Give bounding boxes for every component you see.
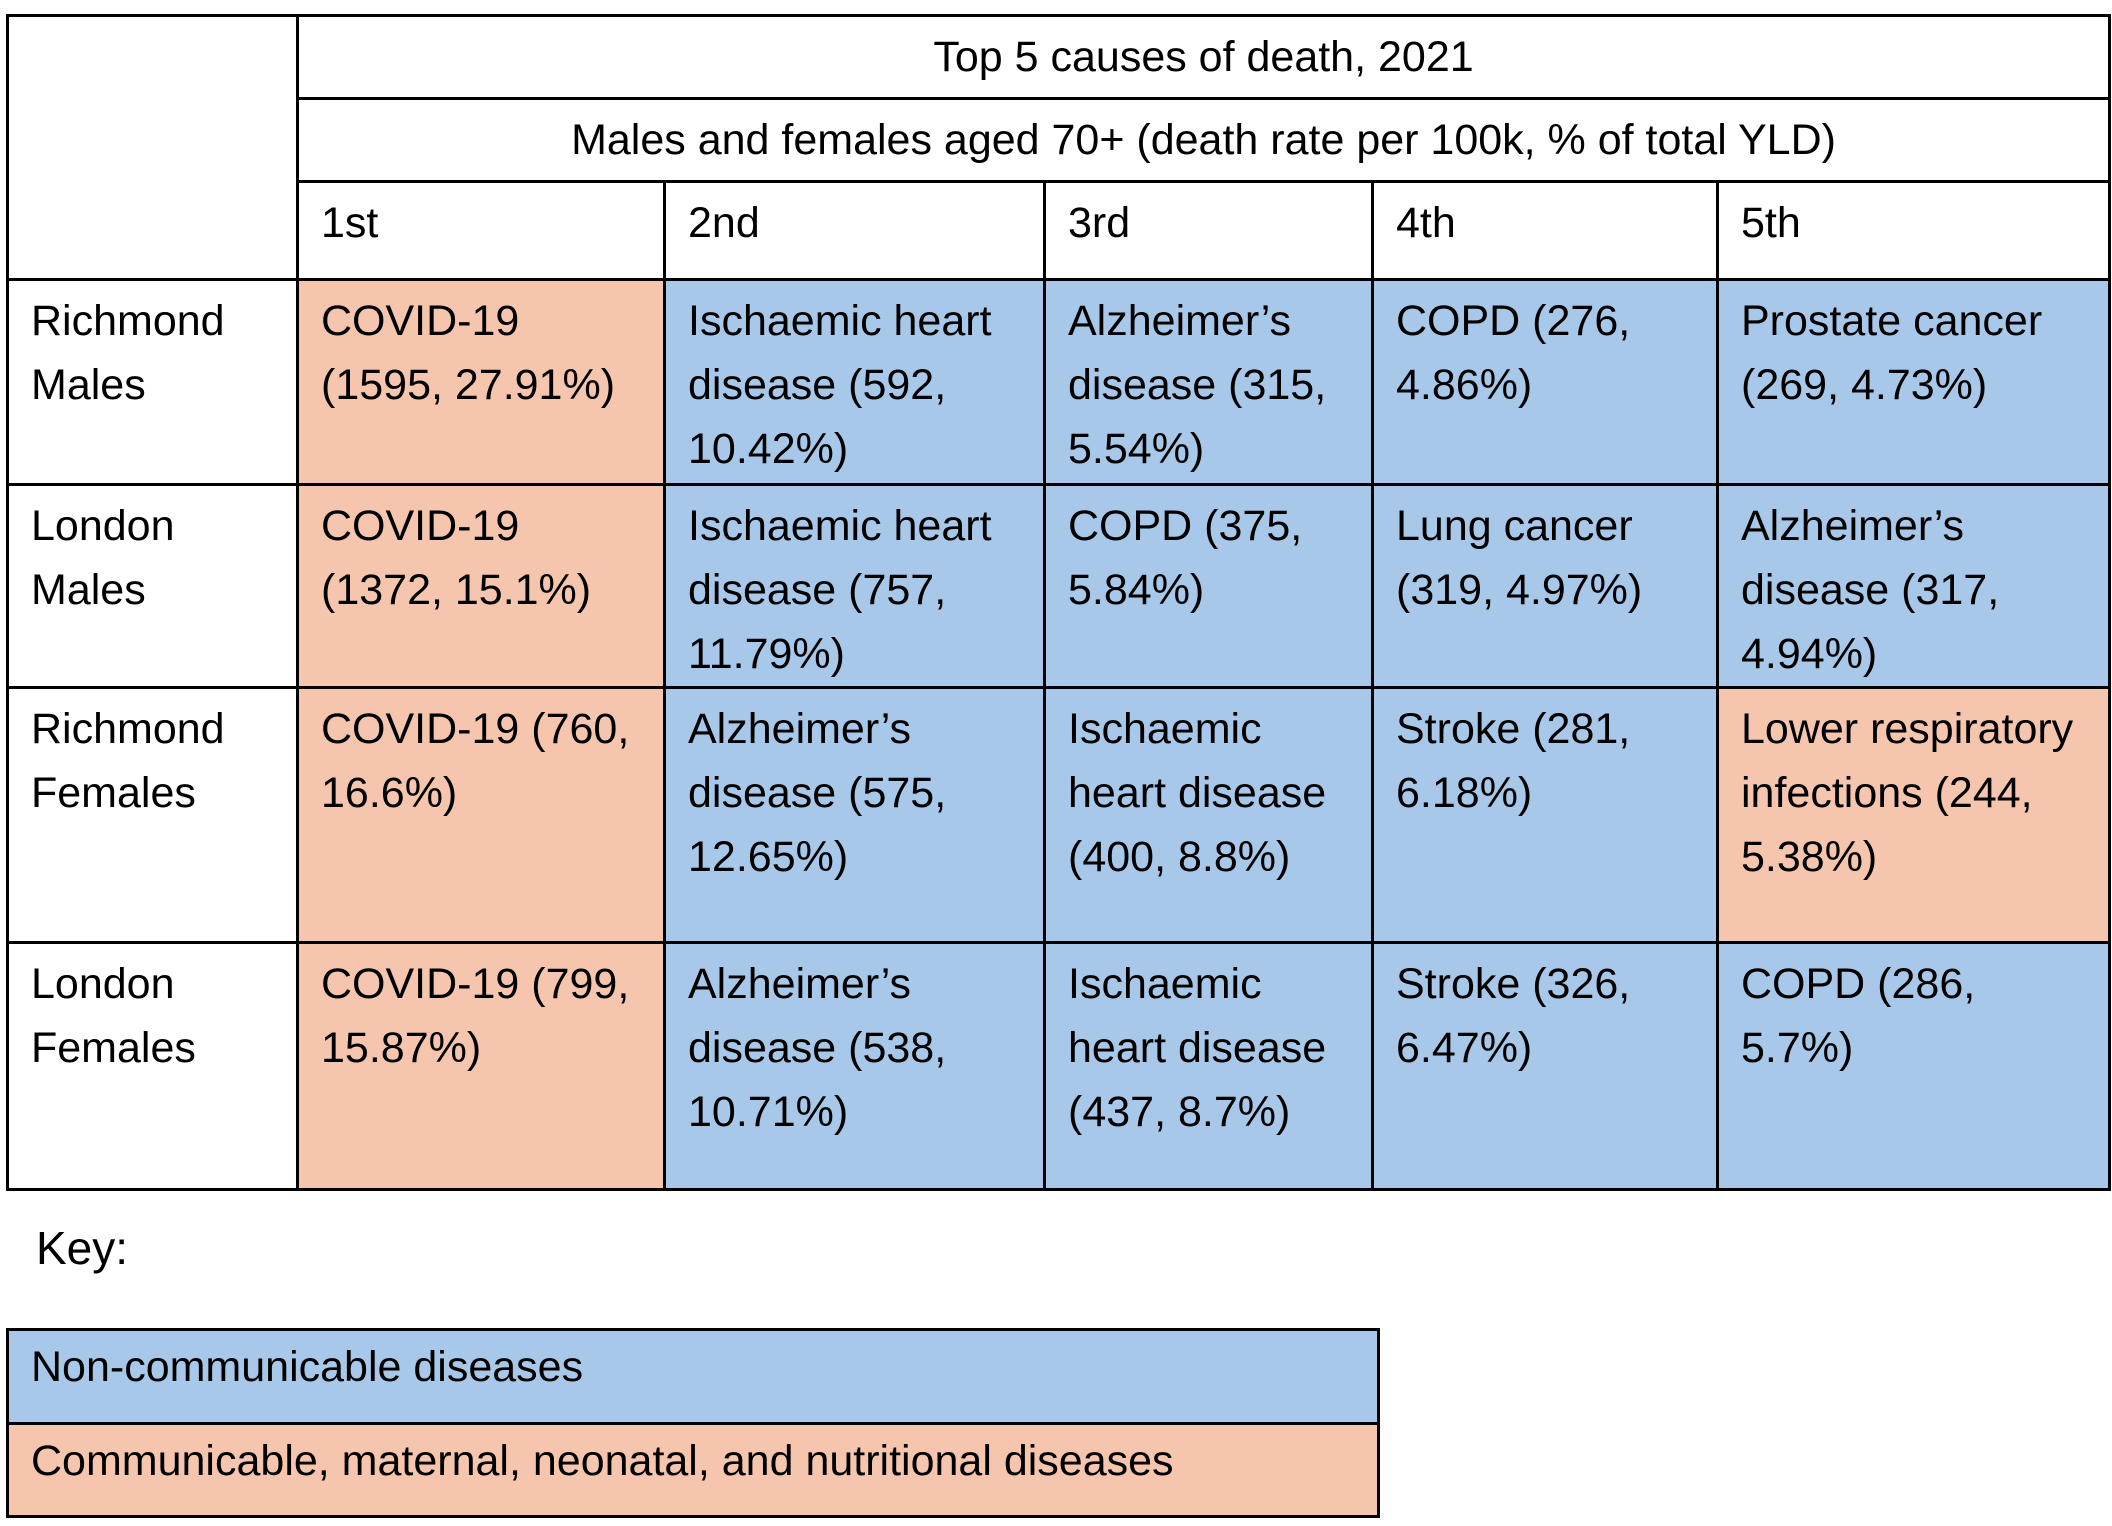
table-cell: COVID-19 (1372, 15.1%) bbox=[296, 483, 666, 689]
legend-non-communicable: Non-communicable diseases bbox=[6, 1328, 1380, 1425]
row-label-london-males: London Males bbox=[6, 483, 299, 689]
table-cell: Stroke (326, 6.47%) bbox=[1371, 941, 1719, 1191]
table-cell: Ischaemic heart disease (437, 8.7%) bbox=[1043, 941, 1374, 1191]
rank-header-4th: 4th bbox=[1371, 180, 1719, 281]
table-cell: Alzheimer’s disease (575, 12.65%) bbox=[663, 686, 1046, 944]
table-cell: Ischaemic heart disease (757, 11.79%) bbox=[663, 483, 1046, 689]
table-cell: COPD (375, 5.84%) bbox=[1043, 483, 1374, 689]
table-cell: Alzheimer’s disease (538, 10.71%) bbox=[663, 941, 1046, 1191]
table-cell: Ischaemic heart disease (592, 10.42%) bbox=[663, 278, 1046, 486]
table-row: London Females COVID-19 (799, 15.87%) Al… bbox=[6, 941, 2112, 1191]
table-row: Richmond Females COVID-19 (760, 16.6%) A… bbox=[6, 686, 2112, 944]
legend-item: Non-communicable diseases bbox=[6, 1328, 1380, 1425]
causes-of-death-table: Top 5 causes of death, 2021 Males and fe… bbox=[6, 14, 2112, 1191]
table-row: Richmond Males COVID-19 (1595, 27.91%) I… bbox=[6, 278, 2112, 486]
table-cell: Lung cancer (319, 4.97%) bbox=[1371, 483, 1719, 689]
table-cell: Stroke (281, 6.18%) bbox=[1371, 686, 1719, 944]
legend-table: Non-communicable diseases Communicable, … bbox=[6, 1328, 1380, 1518]
rank-header-3rd: 3rd bbox=[1043, 180, 1374, 281]
table-cell: COVID-19 (1595, 27.91%) bbox=[296, 278, 666, 486]
rank-header-2nd: 2nd bbox=[663, 180, 1046, 281]
table-cell: COPD (276, 4.86%) bbox=[1371, 278, 1719, 486]
legend-communicable: Communicable, maternal, neonatal, and nu… bbox=[6, 1421, 1380, 1518]
table-title: Top 5 causes of death, 2021 bbox=[295, 14, 2112, 100]
table-cell: COPD (286, 5.7%) bbox=[1715, 941, 2112, 1191]
row-label-richmond-males: Richmond Males bbox=[6, 278, 299, 486]
table-cell: Alzheimer’s disease (315, 5.54%) bbox=[1043, 278, 1374, 486]
subtitle-row: Males and females aged 70+ (death rate p… bbox=[8, 97, 2112, 183]
table-cell: Ischaemic heart disease (400, 8.8%) bbox=[1043, 686, 1374, 944]
table-cell: COVID-19 (760, 16.6%) bbox=[296, 686, 666, 944]
table-subtitle: Males and females aged 70+ (death rate p… bbox=[295, 97, 2112, 183]
title-row: Top 5 causes of death, 2021 bbox=[6, 14, 2112, 281]
row-label-london-females: London Females bbox=[6, 941, 299, 1191]
legend-item: Communicable, maternal, neonatal, and nu… bbox=[6, 1421, 1380, 1518]
rank-header-1st: 1st bbox=[296, 180, 666, 281]
row-label-richmond-females: Richmond Females bbox=[6, 686, 299, 944]
table-cell: Prostate cancer (269, 4.73%) bbox=[1715, 278, 2112, 486]
key-title: Key: bbox=[36, 1222, 129, 1274]
table-cell: Alzheimer’s disease (317, 4.94%) bbox=[1715, 483, 2112, 689]
rank-header-5th: 5th bbox=[1715, 180, 2112, 281]
table-cell: COVID-19 (799, 15.87%) bbox=[296, 941, 666, 1191]
table-row: London Males COVID-19 (1372, 15.1%) Isch… bbox=[6, 483, 2112, 689]
rank-header-row: 1st 2nd 3rd 4th 5th bbox=[8, 180, 2112, 281]
table-cell: Lower respiratory infections (244, 5.38%… bbox=[1715, 686, 2112, 944]
corner-cell bbox=[6, 14, 299, 281]
